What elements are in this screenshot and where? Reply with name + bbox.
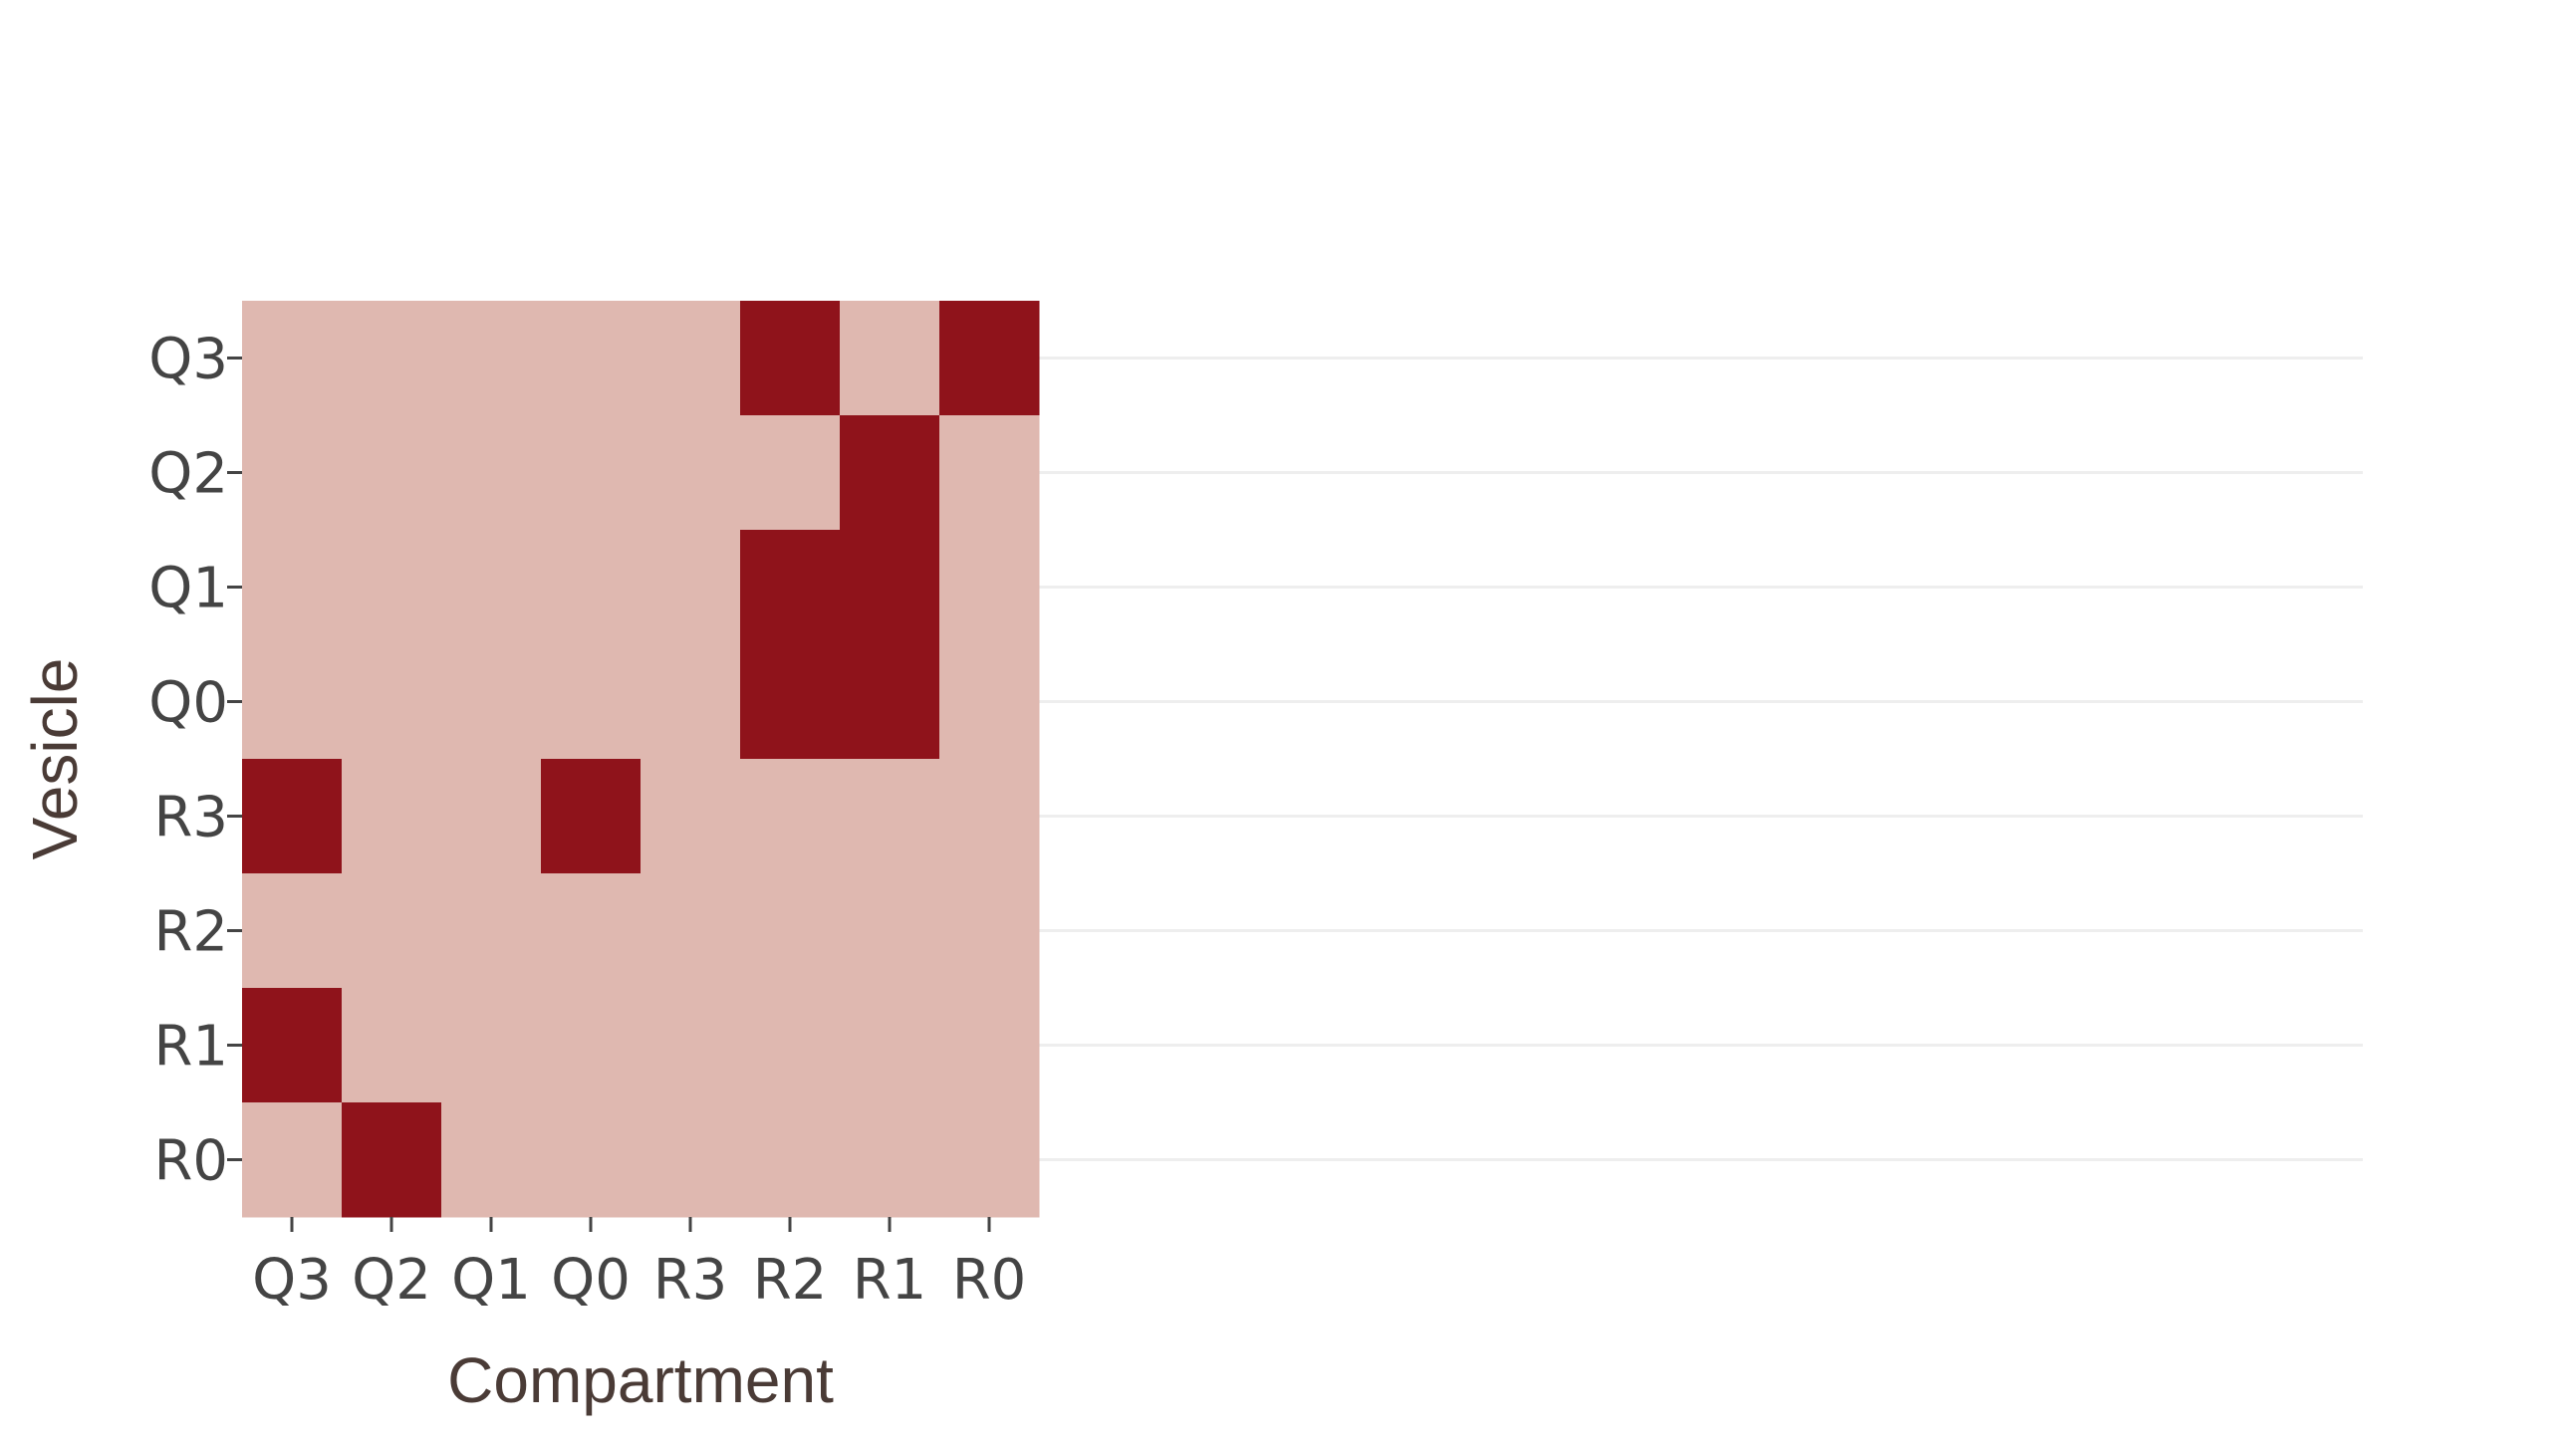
heatmap-cell <box>740 759 841 874</box>
x-tick-label: R1 <box>853 1248 927 1313</box>
heatmap-cell <box>740 301 841 416</box>
heatmap-cell <box>939 1102 1040 1218</box>
heatmap-cell <box>840 988 940 1103</box>
y-tick-label: Q3 <box>148 328 228 392</box>
heatmap-cell <box>939 988 1040 1103</box>
heatmap-cell <box>541 415 642 531</box>
heatmap-cell <box>840 644 940 760</box>
heatmap-cells <box>242 301 1040 1218</box>
heatmap-cell <box>641 873 741 989</box>
y-tick-label: R3 <box>153 786 228 850</box>
heatmap-cell <box>242 1102 343 1218</box>
x-axis-title: Compartment <box>447 1344 834 1416</box>
heatmap-cell <box>242 301 343 416</box>
y-tick-label: R0 <box>153 1129 228 1194</box>
heatmap-cell <box>641 644 741 760</box>
y-tick-label: R2 <box>153 900 228 965</box>
heatmap-cell <box>740 988 841 1103</box>
heatmap-cell <box>939 873 1040 989</box>
heatmap-cell <box>641 301 741 416</box>
x-tick-label: Q0 <box>551 1248 631 1313</box>
heatmap-cell <box>342 301 442 416</box>
y-axis: Q3 Q2 Q1 Q0 R3 R2 R1 R0 <box>148 328 242 1194</box>
heatmap-cell <box>242 988 343 1103</box>
heatmap-cell <box>740 415 841 531</box>
heatmap-cell <box>541 759 642 874</box>
heatmap-cell <box>939 415 1040 531</box>
heatmap-cell <box>641 988 741 1103</box>
x-tick-label: Q3 <box>252 1248 332 1313</box>
heatmap-cell <box>541 644 642 760</box>
y-tick-label: Q0 <box>148 671 228 736</box>
x-tick-label: Q1 <box>451 1248 531 1313</box>
x-axis: Q3 Q2 Q1 Q0 R3 R2 R1 R0 <box>252 1217 1026 1313</box>
heatmap-cell <box>242 644 343 760</box>
heatmap-cell <box>441 301 542 416</box>
heatmap-cell <box>939 301 1040 416</box>
heatmap-cell <box>441 415 542 531</box>
heatmap-cell <box>342 644 442 760</box>
heatmap-cell <box>441 873 542 989</box>
heatmap-cell <box>939 530 1040 645</box>
heatmap-cell <box>441 530 542 645</box>
heatmap-cell <box>840 301 940 416</box>
heatmap-cell <box>242 415 343 531</box>
heatmap-cell <box>342 1102 442 1218</box>
heatmap-cell <box>541 873 642 989</box>
heatmap-cell <box>740 530 841 645</box>
heatmap-cell <box>641 759 741 874</box>
heatmap-cell <box>441 988 542 1103</box>
x-tick-label: Q2 <box>352 1248 431 1313</box>
y-tick-label: Q1 <box>148 557 228 621</box>
heatmap-cell <box>441 1102 542 1218</box>
heatmap-cell <box>541 301 642 416</box>
heatmap-cell <box>740 873 841 989</box>
heatmap-cell <box>840 873 940 989</box>
heatmap-cell <box>840 759 940 874</box>
heatmap-cell <box>342 530 442 645</box>
y-axis-title: Vesicle <box>19 658 91 860</box>
x-tick-label: R0 <box>952 1248 1027 1313</box>
y-tick-label: R1 <box>153 1015 228 1080</box>
heatmap-cell <box>641 415 741 531</box>
heatmap-cell <box>342 759 442 874</box>
heatmap-cell <box>441 759 542 874</box>
heatmap-cell <box>840 1102 940 1218</box>
heatmap-cell <box>641 530 741 645</box>
heatmap-cell <box>740 644 841 760</box>
heatmap-cell <box>939 644 1040 760</box>
heatmap-cell <box>939 759 1040 874</box>
x-tick-label: R3 <box>653 1248 728 1313</box>
heatmap-cell <box>641 1102 741 1218</box>
heatmap-cell <box>541 988 642 1103</box>
heatmap-cell <box>840 415 940 531</box>
x-tick-label: R2 <box>753 1248 828 1313</box>
heatmap-cell <box>342 873 442 989</box>
heatmap-cell <box>441 644 542 760</box>
heatmap-cell <box>740 1102 841 1218</box>
heatmap-cell <box>342 415 442 531</box>
heatmap-cell <box>342 988 442 1103</box>
heatmap-cell <box>242 873 343 989</box>
heatmap-cell <box>541 1102 642 1218</box>
heatmap-cell <box>840 530 940 645</box>
heatmap-cell <box>541 530 642 645</box>
heatmap-cell <box>242 530 343 645</box>
heatmap-cell <box>242 759 343 874</box>
y-tick-label: Q2 <box>148 442 228 507</box>
